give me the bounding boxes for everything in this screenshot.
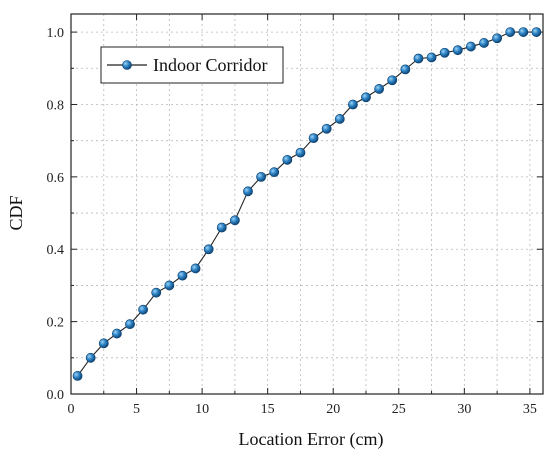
data-point — [282, 154, 293, 165]
data-point — [374, 84, 385, 94]
data-point — [531, 27, 542, 37]
axes — [70, 13, 544, 395]
data-point — [334, 114, 345, 124]
data-point — [308, 133, 319, 144]
data-point — [452, 45, 463, 56]
data-point — [439, 47, 450, 58]
series-indoor-corridor — [72, 27, 542, 381]
data-point — [72, 371, 83, 381]
data-point — [426, 52, 437, 63]
x-axis-title: Location Error (cm) — [239, 429, 384, 450]
data-point — [216, 222, 227, 233]
legend-marker-swatch — [122, 60, 132, 70]
y-tick-label: 0.4 — [47, 243, 65, 258]
data-point — [492, 33, 503, 44]
data-point — [151, 287, 162, 298]
data-point — [387, 75, 398, 86]
plot-frame — [70, 13, 544, 395]
data-point — [347, 99, 358, 110]
data-point — [203, 244, 214, 255]
data-point — [295, 147, 306, 158]
legend-label-indoor-corridor: Indoor Corridor — [153, 55, 267, 75]
data-point — [465, 41, 476, 52]
x-tick-label: 25 — [392, 402, 406, 417]
x-tick-label: 20 — [326, 402, 340, 417]
y-tick-label: 1.0 — [47, 26, 65, 41]
y-tick-label: 0.8 — [47, 98, 65, 113]
data-point — [321, 123, 332, 134]
data-point — [190, 263, 201, 274]
data-point — [479, 38, 489, 48]
data-point — [111, 328, 122, 339]
legend: Indoor Corridor — [100, 46, 284, 84]
y-tick-label: 0.2 — [47, 316, 65, 331]
tick-marks — [70, 14, 543, 395]
data-point — [229, 215, 240, 226]
data-point — [256, 171, 267, 182]
x-tick-label: 5 — [133, 402, 140, 417]
grid-lines — [71, 14, 543, 394]
data-point — [413, 53, 424, 64]
x-tick-label: 0 — [68, 402, 75, 417]
y-tick-label: 0.6 — [47, 171, 65, 186]
data-point — [177, 270, 188, 281]
x-tick-label: 10 — [195, 402, 209, 417]
x-tick-label: 30 — [457, 402, 471, 417]
data-point — [98, 338, 109, 349]
data-point — [505, 27, 516, 37]
y-tick-label: 0.0 — [47, 388, 65, 403]
data-point — [518, 27, 529, 37]
x-tick-label: 35 — [523, 402, 537, 417]
data-point — [164, 280, 175, 291]
data-point — [243, 186, 253, 197]
data-point — [125, 319, 135, 330]
x-tick-label: 15 — [261, 402, 275, 417]
series-line — [77, 31, 537, 377]
data-point — [269, 167, 280, 178]
data-point — [361, 92, 371, 103]
x-tick-labels: 0 5 10 15 20 25 30 35 — [68, 402, 537, 417]
data-point — [400, 64, 411, 75]
y-axis-title: CDF — [6, 195, 26, 230]
data-point — [85, 352, 96, 363]
data-point — [138, 304, 149, 315]
y-tick-labels: 0.0 0.2 0.4 0.6 0.8 1.0 — [47, 26, 65, 403]
